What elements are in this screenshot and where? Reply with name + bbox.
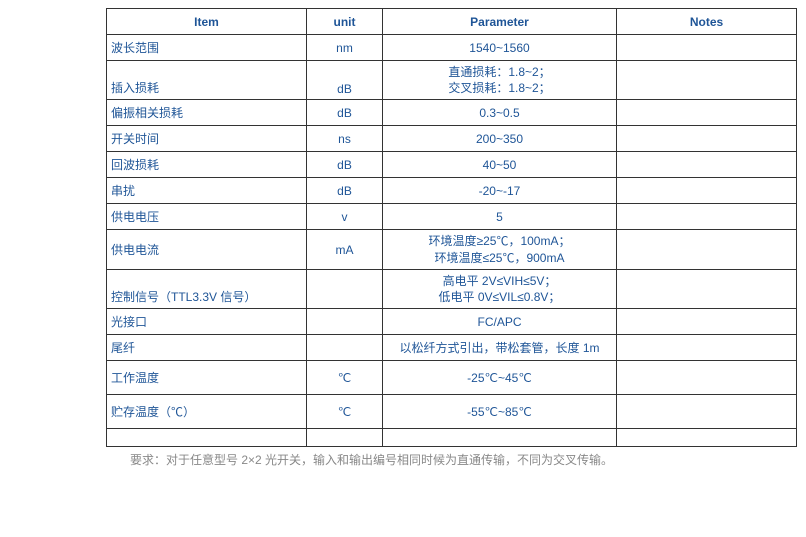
- cell-item: 开关时间: [107, 126, 307, 152]
- cell-item: 偏振相关损耗: [107, 100, 307, 126]
- table-row: 回波损耗 dB 40~50: [107, 152, 797, 178]
- table-row: 偏振相关损耗 dB 0.3~0.5: [107, 100, 797, 126]
- table-row: 尾纤 以松纤方式引出，带松套管，长度 1m: [107, 335, 797, 361]
- cell-unit: v: [307, 204, 383, 230]
- table-row: [107, 429, 797, 447]
- table-row: 控制信号（TTL3.3V 信号） 高电平 2V≤VIH≤5V； 低电平 0V≤V…: [107, 269, 797, 308]
- footnote-text: 要求：对于任意型号 2×2 光开关，输入和输出编号相同时候为直通传输，不同为交叉…: [130, 451, 798, 468]
- cell-notes: [617, 204, 797, 230]
- param-line: 直通损耗：1.8~2；: [385, 64, 614, 80]
- cell-param: 直通损耗：1.8~2； 交叉损耗：1.8~2；: [383, 61, 617, 100]
- header-parameter: Parameter: [383, 9, 617, 35]
- cell-param: [383, 429, 617, 447]
- cell-param: -25℃~45℃: [383, 361, 617, 395]
- cell-unit: nm: [307, 35, 383, 61]
- cell-notes: [617, 309, 797, 335]
- cell-param: 以松纤方式引出，带松套管，长度 1m: [383, 335, 617, 361]
- cell-notes: [617, 429, 797, 447]
- cell-item: 插入损耗: [107, 61, 307, 100]
- cell-notes: [617, 178, 797, 204]
- cell-item: 串扰: [107, 178, 307, 204]
- header-unit: unit: [307, 9, 383, 35]
- cell-param: -55℃~85℃: [383, 395, 617, 429]
- cell-unit: ℃: [307, 361, 383, 395]
- cell-param: 高电平 2V≤VIH≤5V； 低电平 0V≤VIL≤0.8V；: [383, 269, 617, 308]
- cell-notes: [617, 230, 797, 269]
- cell-item: 尾纤: [107, 335, 307, 361]
- cell-item: 光接口: [107, 309, 307, 335]
- cell-unit: ℃: [307, 395, 383, 429]
- spec-table: Item unit Parameter Notes 波长范围 nm 1540~1…: [106, 8, 797, 447]
- param-line: 低电平 0V≤VIL≤0.8V；: [385, 289, 614, 305]
- cell-param: FC/APC: [383, 309, 617, 335]
- table-row: 插入损耗 dB 直通损耗：1.8~2； 交叉损耗：1.8~2；: [107, 61, 797, 100]
- param-line: 交叉损耗：1.8~2；: [385, 80, 614, 96]
- cell-item: 供电电流: [107, 230, 307, 269]
- header-item: Item: [107, 9, 307, 35]
- table-row: 供电电压 v 5: [107, 204, 797, 230]
- param-line: 环境温度≤25℃，900mA: [385, 250, 614, 266]
- cell-item: 波长范围: [107, 35, 307, 61]
- cell-notes: [617, 152, 797, 178]
- cell-notes: [617, 361, 797, 395]
- param-line: 高电平 2V≤VIH≤5V；: [385, 273, 614, 289]
- cell-notes: [617, 269, 797, 308]
- cell-item: 控制信号（TTL3.3V 信号）: [107, 269, 307, 308]
- table-row: 波长范围 nm 1540~1560: [107, 35, 797, 61]
- cell-unit: mA: [307, 230, 383, 269]
- cell-item: 供电电压: [107, 204, 307, 230]
- cell-notes: [617, 61, 797, 100]
- cell-param: 1540~1560: [383, 35, 617, 61]
- cell-notes: [617, 395, 797, 429]
- cell-unit: [307, 309, 383, 335]
- table-row: 串扰 dB -20~-17: [107, 178, 797, 204]
- cell-unit: dB: [307, 152, 383, 178]
- cell-unit: ns: [307, 126, 383, 152]
- cell-param: 200~350: [383, 126, 617, 152]
- cell-unit: [307, 269, 383, 308]
- cell-param: 40~50: [383, 152, 617, 178]
- cell-unit: [307, 335, 383, 361]
- table-row: 贮存温度（℃） ℃ -55℃~85℃: [107, 395, 797, 429]
- cell-unit: [307, 429, 383, 447]
- header-notes: Notes: [617, 9, 797, 35]
- table-row: 开关时间 ns 200~350: [107, 126, 797, 152]
- cell-unit: dB: [307, 178, 383, 204]
- cell-item: [107, 429, 307, 447]
- cell-param: 5: [383, 204, 617, 230]
- cell-item: 贮存温度（℃）: [107, 395, 307, 429]
- table-row: 工作温度 ℃ -25℃~45℃: [107, 361, 797, 395]
- cell-item: 回波损耗: [107, 152, 307, 178]
- cell-notes: [617, 35, 797, 61]
- cell-unit: dB: [307, 61, 383, 100]
- cell-param: 0.3~0.5: [383, 100, 617, 126]
- cell-unit: dB: [307, 100, 383, 126]
- table-row: 光接口 FC/APC: [107, 309, 797, 335]
- cell-item: 工作温度: [107, 361, 307, 395]
- cell-notes: [617, 335, 797, 361]
- cell-param: 环境温度≥25℃，100mA； 环境温度≤25℃，900mA: [383, 230, 617, 269]
- cell-notes: [617, 100, 797, 126]
- table-header-row: Item unit Parameter Notes: [107, 9, 797, 35]
- table-row: 供电电流 mA 环境温度≥25℃，100mA； 环境温度≤25℃，900mA: [107, 230, 797, 269]
- cell-notes: [617, 126, 797, 152]
- cell-param: -20~-17: [383, 178, 617, 204]
- param-line: 环境温度≥25℃，100mA；: [385, 233, 614, 249]
